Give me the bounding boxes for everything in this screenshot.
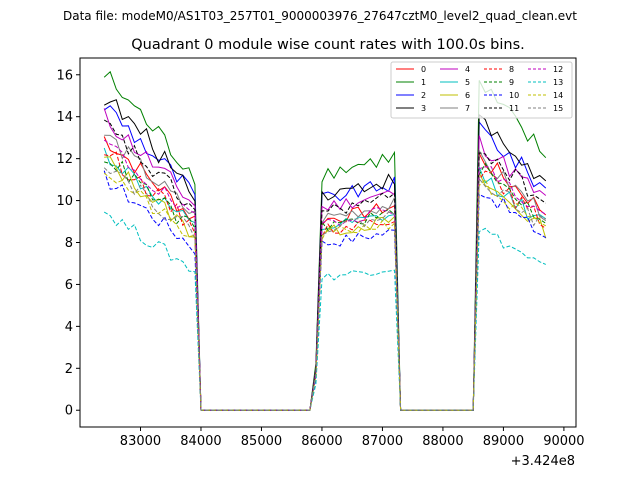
y-tick-label: 14 <box>56 110 73 125</box>
series-lines <box>103 70 547 411</box>
legend-label-3: 3 <box>421 104 426 113</box>
legend-label-15: 15 <box>553 104 563 113</box>
series-line-15 <box>103 167 547 411</box>
x-tick-label: 83000 <box>120 434 161 449</box>
x-tick-label: 89000 <box>483 434 524 449</box>
series-line-14 <box>103 172 547 411</box>
chart-suptitle: Data file: modeM0/AS1T03_257T01_90000039… <box>63 9 577 23</box>
legend-label-14: 14 <box>553 91 563 100</box>
y-tick-label: 2 <box>65 362 73 377</box>
x-tick-label: 84000 <box>180 434 221 449</box>
legend-label-4: 4 <box>465 65 470 74</box>
x-tick-label: 86000 <box>301 434 342 449</box>
y-tick-label: 0 <box>65 404 73 419</box>
x-axis-offset-label: +3.424e8 <box>511 454 575 469</box>
x-axis-ticks: 83000 84000 85000 86000 87000 88000 89000 90000 <box>120 427 585 449</box>
legend-box <box>390 61 573 119</box>
legend-label-11: 11 <box>509 104 519 113</box>
chart-title: Quadrant 0 module wise count rates with … <box>131 37 525 53</box>
y-tick-label: 12 <box>56 152 73 167</box>
legend-label-6: 6 <box>465 91 470 100</box>
legend-label-13: 13 <box>553 78 563 87</box>
legend-label-9: 9 <box>509 78 514 87</box>
legend-label-10: 10 <box>509 91 519 100</box>
y-tick-label: 10 <box>56 194 73 209</box>
legend-label-12: 12 <box>553 65 563 74</box>
x-tick-label: 85000 <box>241 434 282 449</box>
legend-label-7: 7 <box>465 104 470 113</box>
x-tick-label: 88000 <box>422 434 463 449</box>
x-tick-label: 90000 <box>543 434 584 449</box>
y-tick-label: 16 <box>56 68 73 83</box>
legend-label-5: 5 <box>465 78 470 87</box>
y-tick-label: 6 <box>65 278 73 293</box>
legend-label-1: 1 <box>421 78 426 87</box>
legend-label-8: 8 <box>509 65 514 74</box>
legend-label-0: 0 <box>421 65 426 74</box>
y-axis-ticks: 0 2 4 6 8 10 12 14 16 <box>56 68 80 419</box>
legend-label-2: 2 <box>421 91 426 100</box>
x-tick-label: 87000 <box>362 434 403 449</box>
y-tick-label: 8 <box>65 236 73 251</box>
y-tick-label: 4 <box>65 320 73 335</box>
